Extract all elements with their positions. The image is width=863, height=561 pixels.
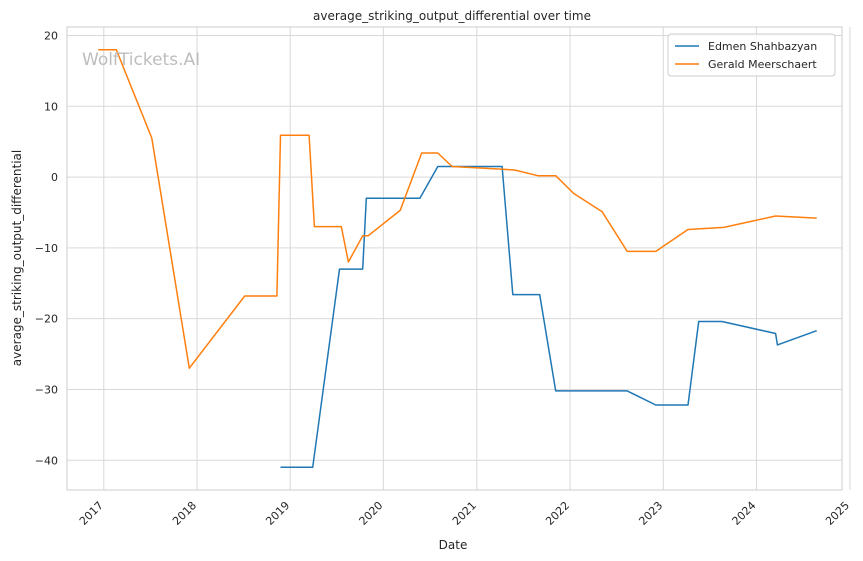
legend-label-edmen: Edmen Shahbazyan: [708, 40, 817, 53]
x-tick-label: 2022: [543, 499, 572, 528]
y-axis-title: average_striking_output_differential: [10, 150, 24, 366]
x-tick-label: 2024: [730, 499, 759, 528]
x-tick-label: 2020: [357, 499, 386, 528]
legend: Edmen Shahbazyan Gerald Meerschaert: [667, 33, 836, 77]
x-tick-label: 2019: [263, 499, 292, 528]
plot-area-frame: [66, 26, 843, 491]
x-tick-label: 2021: [450, 499, 479, 528]
x-axis-title: Date: [439, 538, 468, 552]
axis-ticks: 20 10 0 −10 −20 −30 −40 2017 2018 2019 2020 2021 202…: [35, 29, 852, 527]
x-tick-label: 2018: [170, 499, 199, 528]
gridlines: [67, 27, 851, 490]
series-line-edmen-shahbazyan: [280, 165, 817, 469]
legend-label-gerald: Gerald Meerschaert: [708, 58, 817, 71]
y-tick-label: −10: [35, 242, 58, 255]
y-tick-label: 0: [51, 171, 58, 184]
series-line-gerald-meerschaert: [98, 48, 817, 369]
y-tick-label: 20: [44, 29, 58, 42]
y-tick-label: −30: [35, 383, 58, 396]
x-tick-label: 2025: [823, 499, 852, 528]
series-lines: [98, 48, 817, 469]
watermark-text: WolfTickets.AI: [82, 50, 200, 70]
y-tick-label: −20: [35, 313, 58, 326]
chart-title: average_striking_output_differential ove…: [313, 9, 591, 23]
x-tick-label: 2023: [636, 499, 665, 528]
y-tick-label: 10: [44, 100, 58, 113]
y-tick-label: −40: [35, 454, 58, 467]
legend-box: [667, 33, 836, 77]
x-tick-label: 2017: [77, 499, 106, 528]
